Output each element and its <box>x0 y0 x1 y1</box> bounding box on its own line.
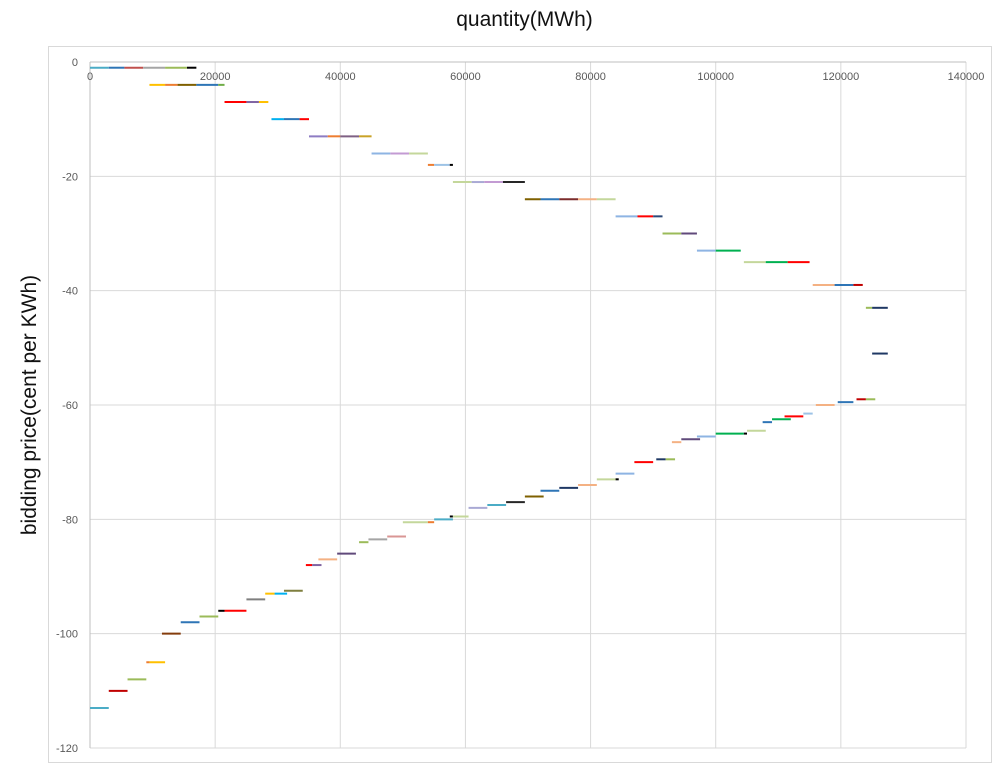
x-tick-label-5: 100000 <box>697 71 734 83</box>
y-tick-label-6: -120 <box>56 743 78 755</box>
x-tick-label-6: 120000 <box>822 71 859 83</box>
axes <box>89 61 966 748</box>
y-tick-label-2: -40 <box>62 286 78 298</box>
x-tick-label-7: 140000 <box>948 71 985 83</box>
y-tick-label-3: -60 <box>62 400 78 412</box>
x-tick-labels: 0 20000 40000 60000 80000 100000 120000 140000 <box>87 71 984 83</box>
x-tick-label-3: 60000 <box>450 71 481 83</box>
x-tick-label-2: 40000 <box>325 71 356 83</box>
y-tick-label-1: -20 <box>62 171 78 183</box>
y-tick-label-4: -80 <box>62 514 78 526</box>
x-tick-label-1: 20000 <box>200 71 231 83</box>
y-tick-labels: 0 -20 -40 -60 -80 -100 -120 <box>56 57 78 755</box>
y-tick-label-0: 0 <box>72 57 78 69</box>
bid-segments <box>90 66 888 709</box>
chart-title: quantity(MWh) <box>456 8 593 31</box>
y-tick-label-5: -100 <box>56 629 78 641</box>
chart-frame <box>48 46 992 763</box>
x-tick-label-0: 0 <box>87 71 93 83</box>
x-tick-label-4: 80000 <box>575 71 606 83</box>
